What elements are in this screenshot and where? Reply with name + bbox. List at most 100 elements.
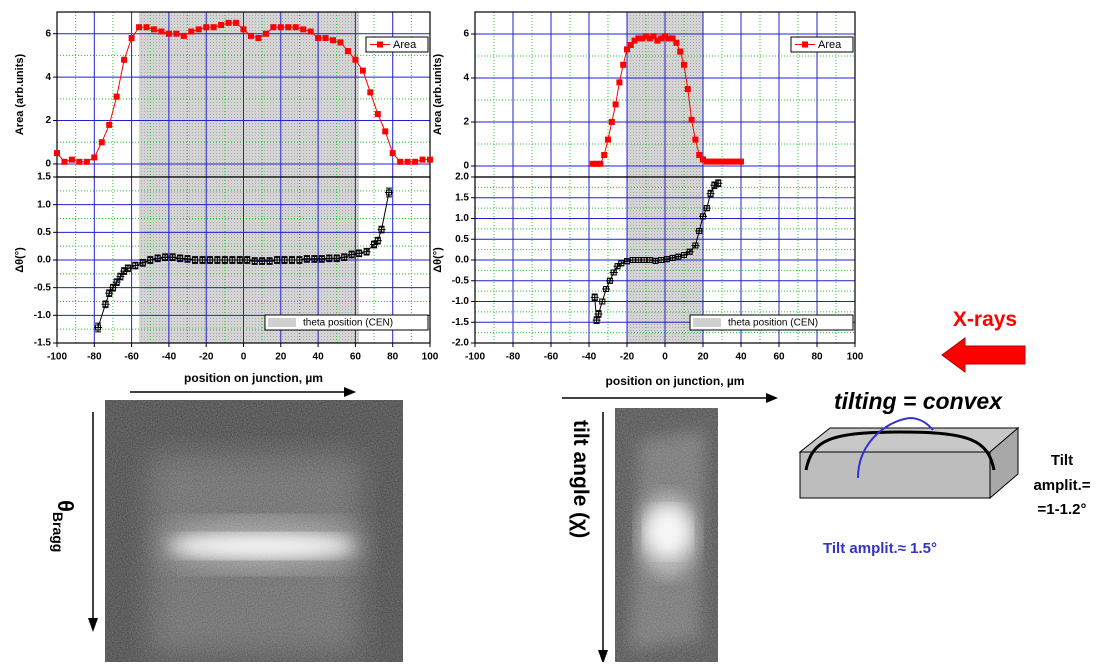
error-bar bbox=[287, 256, 296, 264]
marker bbox=[658, 35, 665, 42]
marker bbox=[244, 257, 251, 263]
marker bbox=[136, 24, 143, 31]
x-tick-label: 100 bbox=[422, 352, 439, 363]
marker bbox=[195, 26, 202, 33]
x-tick-label: -40 bbox=[582, 352, 597, 363]
marker bbox=[631, 37, 638, 44]
marker bbox=[218, 22, 225, 29]
x-tick-label: 60 bbox=[350, 352, 362, 363]
error-bar bbox=[101, 300, 110, 309]
marker bbox=[703, 158, 710, 165]
tilt-angle-label: tilt angle (χ) bbox=[569, 420, 592, 538]
marker bbox=[128, 35, 135, 42]
marker bbox=[675, 253, 682, 260]
marker bbox=[722, 158, 729, 165]
marker bbox=[363, 248, 370, 255]
crystal-block bbox=[798, 416, 1020, 500]
marker bbox=[646, 35, 653, 42]
marker bbox=[132, 262, 139, 269]
y-axis-label: Area (arb.units) bbox=[14, 54, 26, 136]
error-bar bbox=[228, 256, 237, 264]
legend-label: Area bbox=[393, 39, 417, 51]
marker bbox=[277, 24, 284, 31]
marker bbox=[663, 256, 670, 263]
marker bbox=[385, 189, 392, 196]
tilt-amplitude-blue: Tilt amplit.≈ 1.5° bbox=[823, 540, 937, 557]
marker bbox=[608, 119, 615, 125]
marker bbox=[177, 255, 184, 262]
marker bbox=[665, 35, 672, 42]
marker bbox=[696, 152, 703, 158]
arrow-head bbox=[88, 618, 98, 632]
marker bbox=[597, 160, 604, 167]
marker bbox=[684, 86, 691, 92]
error-bar bbox=[153, 254, 162, 263]
marker bbox=[616, 79, 623, 86]
marker bbox=[236, 257, 243, 263]
marker bbox=[605, 136, 611, 143]
marker bbox=[233, 19, 240, 26]
marker bbox=[618, 260, 625, 267]
marker bbox=[397, 158, 404, 165]
x-tick-label: 40 bbox=[735, 352, 747, 363]
error-bar bbox=[146, 256, 155, 264]
marker bbox=[143, 24, 150, 31]
marker bbox=[620, 61, 627, 68]
error-bar bbox=[384, 187, 393, 198]
marker bbox=[326, 255, 333, 262]
y-tick-label: 6 bbox=[45, 28, 51, 39]
marker bbox=[677, 48, 684, 55]
marker bbox=[606, 277, 613, 284]
x-tick-label: 0 bbox=[662, 352, 668, 363]
marker bbox=[173, 30, 180, 37]
marker bbox=[184, 255, 191, 262]
marker bbox=[341, 254, 348, 261]
error-bar bbox=[205, 256, 214, 264]
marker bbox=[669, 254, 676, 261]
marker bbox=[652, 257, 659, 264]
error-bar bbox=[116, 272, 125, 281]
marker bbox=[627, 42, 634, 48]
marker bbox=[303, 255, 310, 262]
x-tick-label: -60 bbox=[544, 352, 559, 363]
marker bbox=[352, 56, 359, 63]
error-bar bbox=[714, 179, 723, 188]
error-bar bbox=[138, 258, 147, 267]
marker bbox=[356, 250, 363, 257]
error-bar bbox=[108, 283, 117, 292]
marker bbox=[180, 32, 187, 39]
marker bbox=[150, 26, 157, 33]
legend-box bbox=[264, 314, 429, 331]
error-bar bbox=[191, 256, 200, 264]
x-axis-label: position on junction, µm bbox=[184, 371, 323, 385]
marker bbox=[322, 35, 329, 42]
marker bbox=[266, 258, 273, 265]
y-tick-label: -1.5 bbox=[452, 317, 470, 328]
error-bar bbox=[258, 257, 267, 265]
detector-image-right bbox=[615, 408, 718, 662]
error-bar bbox=[265, 257, 274, 265]
tilt-amplitude: =1-1.2° bbox=[1038, 501, 1087, 518]
error-bar bbox=[243, 256, 252, 264]
y-tick-label: 2 bbox=[45, 115, 51, 126]
y-axis-label: Δθ(°) bbox=[14, 247, 26, 273]
marker bbox=[259, 258, 266, 265]
marker bbox=[658, 257, 665, 263]
error-bar bbox=[213, 256, 222, 264]
marker bbox=[730, 158, 737, 165]
marker bbox=[281, 257, 288, 263]
marker bbox=[707, 190, 714, 197]
marker bbox=[371, 241, 378, 248]
arrow-head bbox=[766, 393, 778, 403]
tilting-label: tilting = convex bbox=[834, 388, 1003, 414]
detector-image-left bbox=[105, 400, 403, 662]
marker bbox=[311, 255, 318, 262]
y-tick-label: 0.5 bbox=[37, 227, 51, 238]
marker bbox=[158, 28, 165, 35]
marker bbox=[117, 273, 124, 280]
marker bbox=[593, 160, 600, 167]
marker bbox=[624, 46, 630, 53]
arrow-head bbox=[598, 650, 608, 664]
error-bar bbox=[112, 278, 121, 286]
